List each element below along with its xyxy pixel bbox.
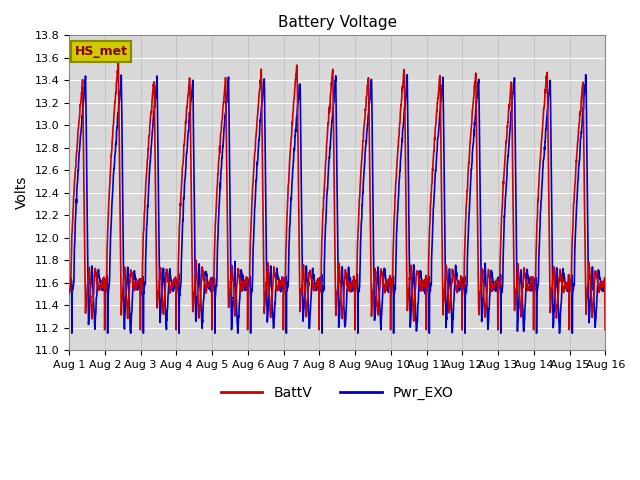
- BattV: [601, 327, 609, 333]
- Line: BattV: BattV: [69, 63, 605, 330]
- BattV: [365, 75, 372, 81]
- Text: HS_met: HS_met: [74, 45, 127, 58]
- Line: Pwr_EXO: Pwr_EXO: [69, 75, 605, 333]
- Pwr_EXO: [364, 111, 372, 117]
- BattV: [115, 60, 122, 66]
- Title: Battery Voltage: Battery Voltage: [278, 15, 397, 30]
- Pwr_EXO: [493, 279, 501, 285]
- Pwr_EXO: [554, 299, 562, 305]
- BattV: [65, 291, 73, 297]
- Pwr_EXO: [215, 211, 223, 216]
- Pwr_EXO: [353, 278, 360, 284]
- Pwr_EXO: [569, 285, 577, 290]
- BattV: [215, 153, 223, 159]
- Pwr_EXO: [601, 281, 609, 287]
- Legend: BattV, Pwr_EXO: BattV, Pwr_EXO: [215, 381, 460, 406]
- Pwr_EXO: [65, 276, 73, 282]
- BattV: [101, 327, 109, 333]
- BattV: [493, 278, 501, 284]
- Pwr_EXO: [403, 72, 411, 78]
- BattV: [569, 221, 577, 227]
- BattV: [353, 280, 361, 286]
- BattV: [554, 292, 562, 298]
- Pwr_EXO: [68, 330, 76, 336]
- Y-axis label: Volts: Volts: [15, 176, 29, 209]
